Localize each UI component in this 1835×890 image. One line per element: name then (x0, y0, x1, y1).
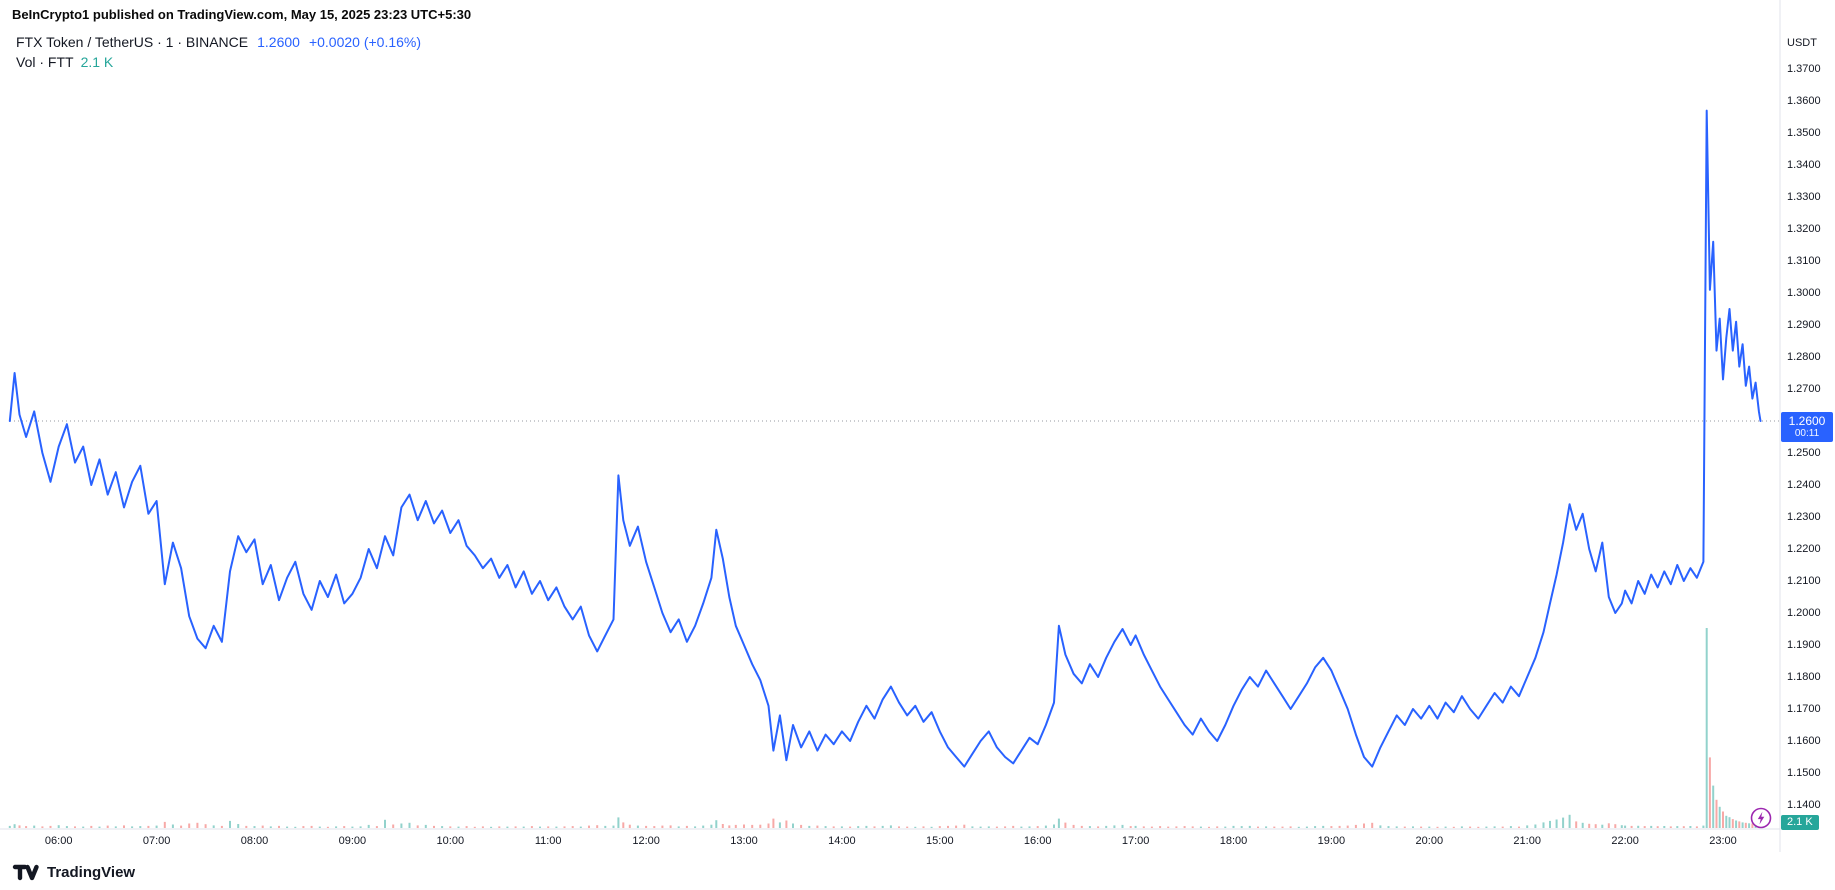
price-tick-label: 1.2500 (1787, 447, 1821, 459)
time-tick-label: 10:00 (436, 835, 465, 847)
time-tick-label: 21:00 (1513, 835, 1541, 847)
time-tick-label: 16:00 (1023, 835, 1052, 847)
time-tick-label: 06:00 (44, 835, 73, 847)
price-tick-label: 1.2200 (1787, 543, 1821, 555)
price-tick-label: 1.1700 (1787, 703, 1821, 715)
price-tick-label: 1.3600 (1787, 95, 1821, 107)
time-tick-label: 23:00 (1709, 835, 1737, 847)
time-tick-label: 22:00 (1611, 835, 1639, 847)
price-tick-label: 1.2900 (1787, 319, 1821, 331)
time-tick-label: 15:00 (926, 835, 954, 847)
tradingview-logo-text: TradingView (47, 863, 136, 881)
time-tick-label: 17:00 (1121, 835, 1150, 847)
price-tick-label: 1.3200 (1787, 223, 1821, 235)
volume-study-value: 2.1 K (80, 54, 114, 70)
price-tick-label: 1.3100 (1787, 255, 1821, 267)
volume-axis-badge: 2.1 K (1781, 815, 1819, 830)
time-tick-label: 08:00 (240, 835, 269, 847)
time-tick-label: 14:00 (828, 835, 856, 847)
price-tick-label: 1.2000 (1787, 607, 1821, 619)
price-tick-label: 1.3400 (1787, 159, 1821, 171)
chart-legend: FTX Token / TetherUS · 1 · BINANCE 1.2600… (16, 32, 421, 72)
volume-study-label[interactable]: Vol · FTT (16, 54, 74, 70)
price-tick-label: 1.1400 (1787, 799, 1821, 811)
price-tick-label: 1.3500 (1787, 127, 1821, 139)
price-change-value: +0.0020 (+0.16%) (308, 34, 422, 50)
time-tick-label: 13:00 (730, 835, 758, 847)
last-price-badge: 1.2600 00:11 (1781, 412, 1833, 442)
price-tick-label: 1.1800 (1787, 671, 1821, 683)
price-tick-label: 1.2700 (1787, 383, 1821, 395)
attribution-header: BeInCrypto1 published on TradingView.com… (12, 7, 472, 22)
last-price-value: 1.2600 (257, 34, 300, 50)
tradingview-logo-icon (12, 864, 39, 881)
price-tick-label: 1.1900 (1787, 639, 1821, 651)
time-tick-label: 18:00 (1219, 835, 1248, 847)
time-tick-label: 11:00 (534, 835, 562, 847)
lightning-bolt-icon[interactable] (1749, 806, 1773, 830)
time-tick-label: 12:00 (632, 835, 660, 847)
time-tick-label: 19:00 (1317, 835, 1346, 847)
badge-countdown-text: 00:11 (1794, 428, 1820, 439)
price-tick-label: 1.1500 (1787, 767, 1821, 779)
time-tick-label: 07:00 (142, 835, 171, 847)
time-tick-label: 20:00 (1415, 835, 1444, 847)
price-tick-label: 1.3000 (1787, 287, 1821, 299)
time-tick-label: 09:00 (338, 835, 367, 847)
price-tick-label: 1.2100 (1787, 575, 1821, 587)
price-tick-label: 1.2300 (1787, 511, 1821, 523)
price-tick-label: 1.3300 (1787, 191, 1821, 203)
price-tick-label: 1.2800 (1787, 351, 1821, 363)
price-tick-label: 1.1600 (1787, 735, 1821, 747)
price-tick-label: 1.3700 (1787, 63, 1821, 75)
price-tick-label: 1.2400 (1787, 479, 1821, 491)
price-axis-unit-label: USDT (1787, 37, 1817, 49)
tradingview-logo[interactable]: TradingView (12, 863, 135, 881)
badge-price-text: 1.2600 (1788, 414, 1826, 428)
symbol-title[interactable]: FTX Token / TetherUS · 1 · BINANCE (16, 34, 249, 50)
